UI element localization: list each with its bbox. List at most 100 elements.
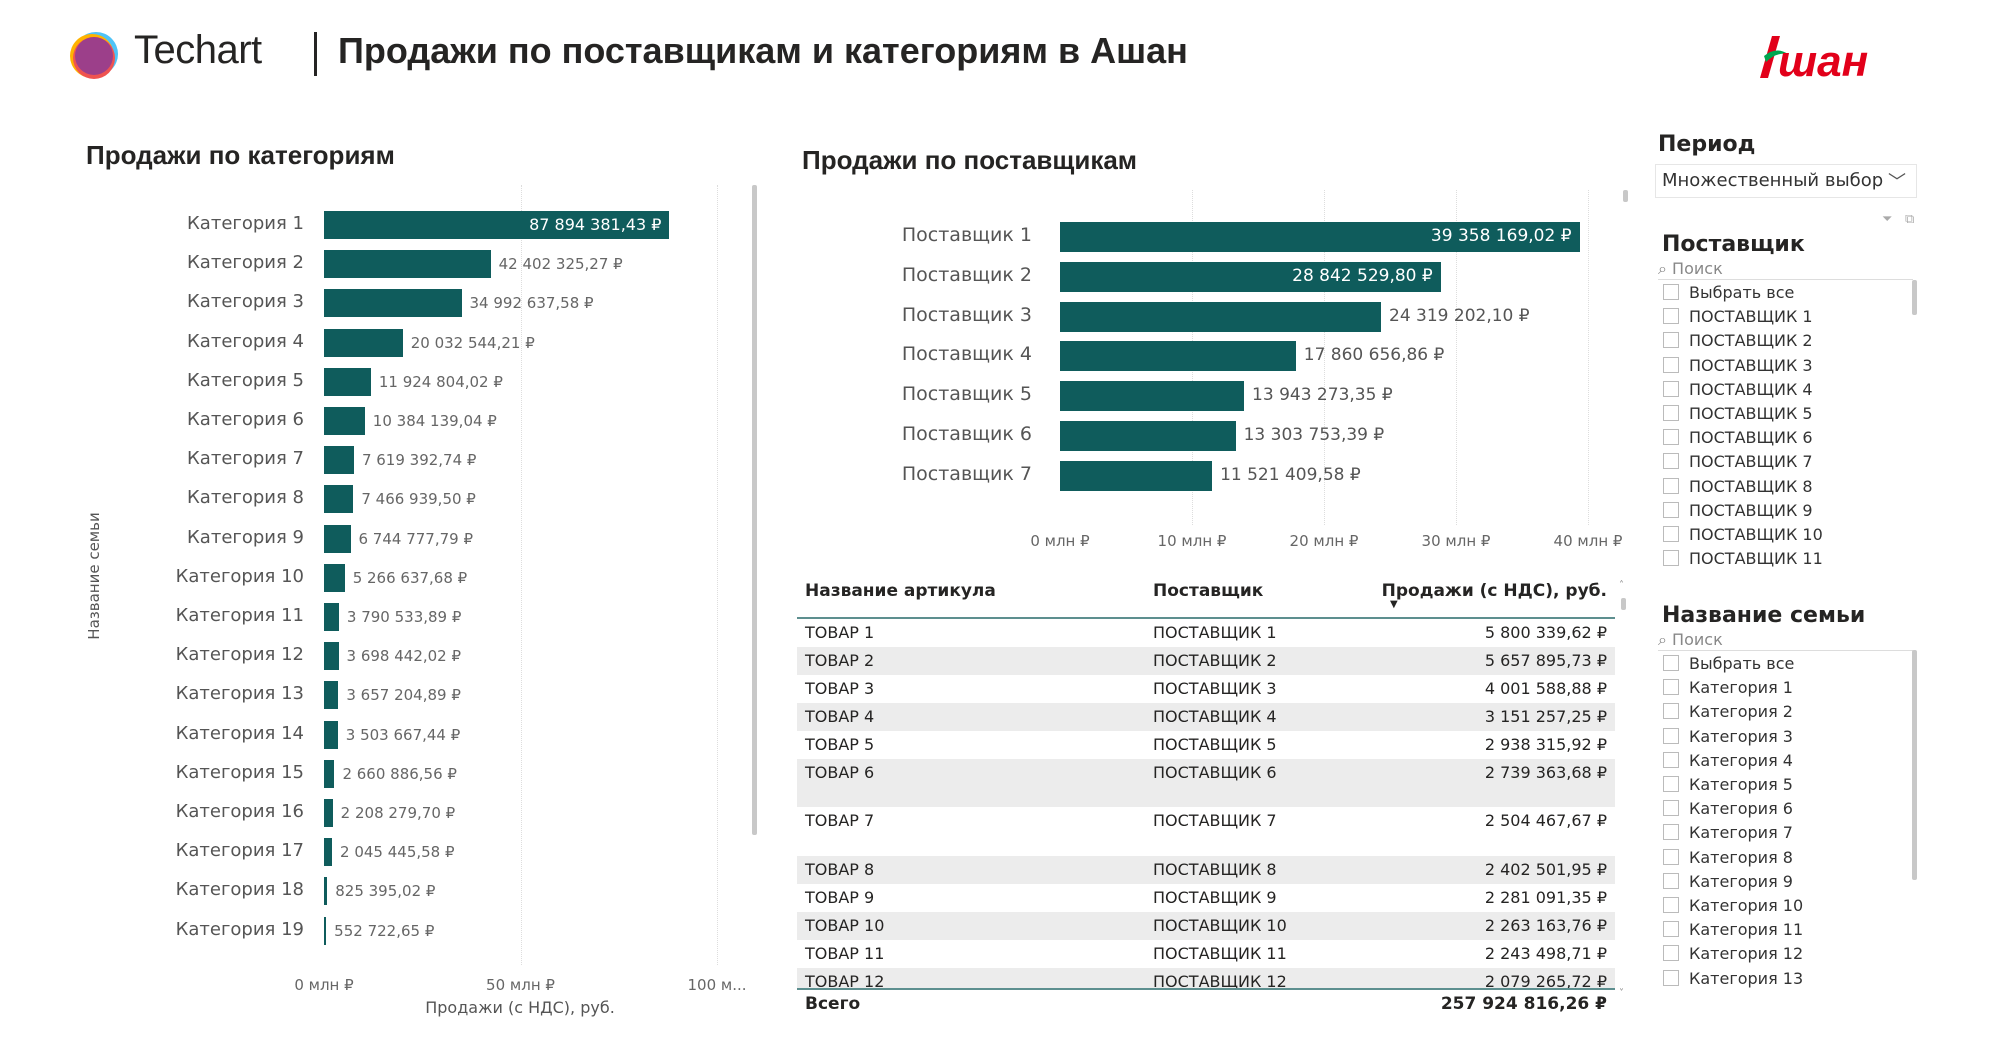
checkbox[interactable] [1663, 848, 1679, 865]
category-bar[interactable] [324, 367, 371, 396]
supplier-bar[interactable] [1060, 222, 1580, 252]
slicer-item[interactable]: ПОСТАВЩИК 6 [1663, 428, 1813, 447]
category-bar[interactable] [324, 603, 339, 631]
category-bar[interactable] [324, 446, 354, 475]
slicer-item[interactable]: Категория 2 [1663, 702, 1793, 721]
checkbox[interactable] [1663, 405, 1679, 421]
supplier-bar[interactable] [1060, 261, 1441, 292]
slicer-item[interactable]: ПОСТАВЩИК 7 [1663, 452, 1813, 471]
supplier-bar[interactable] [1060, 301, 1381, 332]
slicer-item[interactable]: Категория 7 [1663, 823, 1793, 842]
checkbox[interactable] [1663, 477, 1679, 494]
categories-chart-scrollbar[interactable] [752, 185, 757, 835]
table-row[interactable]: ТОВАР 4 ПОСТАВЩИК 4 3 151 257,25 ₽ [797, 703, 1615, 731]
column-header-sales[interactable]: Продажи (с НДС), руб. [1381, 581, 1607, 601]
slicer-item[interactable]: Выбрать все [1663, 654, 1794, 673]
category-bar[interactable] [324, 799, 333, 827]
slicer-item[interactable]: Выбрать все [1663, 283, 1794, 302]
slicer-item[interactable]: ПОСТАВЩИК 10 [1663, 525, 1823, 544]
category-bar[interactable] [324, 485, 354, 514]
slicer-item[interactable]: Категория 10 [1663, 896, 1803, 915]
column-header-supplier[interactable]: Поставщик [1153, 581, 1264, 601]
checkbox[interactable] [1663, 501, 1679, 518]
column-header-article[interactable]: Название артикула [805, 581, 996, 601]
table-row[interactable]: ТОВАР 10 ПОСТАВЩИК 10 2 263 163,76 ₽ [797, 912, 1615, 940]
supplier-bar[interactable] [1060, 421, 1236, 451]
filter-icon[interactable]: ⏷ [1882, 212, 1893, 227]
category-bar[interactable] [324, 720, 338, 749]
slicer-item[interactable]: ПОСТАВЩИК 1 [1663, 307, 1813, 326]
slicer-item[interactable]: ПОСТАВЩИК 11 [1663, 549, 1823, 568]
supplier-bar[interactable] [1060, 460, 1213, 491]
checkbox[interactable] [1663, 897, 1679, 913]
checkbox[interactable] [1663, 332, 1679, 349]
checkbox[interactable] [1663, 284, 1679, 300]
slicer-item[interactable]: Категория 6 [1663, 799, 1793, 818]
slicer-item[interactable]: Категория 12 [1663, 944, 1803, 963]
scroll-up-icon[interactable]: ˄ [1619, 580, 1624, 591]
checkbox[interactable] [1663, 800, 1679, 817]
checkbox[interactable] [1663, 727, 1679, 744]
slicer-item[interactable]: ПОСТАВЩИК 4 [1663, 380, 1813, 399]
category-bar[interactable] [324, 642, 339, 671]
category-bar[interactable] [324, 524, 351, 553]
checkbox[interactable] [1663, 751, 1679, 768]
checkbox[interactable] [1663, 380, 1679, 397]
table-row[interactable]: ТОВАР 2 ПОСТАВЩИК 2 5 657 895,73 ₽ [797, 647, 1615, 675]
slicer-item[interactable]: ПОСТАВЩИК 2 [1663, 331, 1813, 350]
checkbox[interactable] [1663, 679, 1679, 696]
supplier-search-input[interactable]: ⌕ Поиск [1658, 259, 1913, 280]
slicer-item[interactable]: ПОСТАВЩИК 8 [1663, 477, 1813, 496]
slicer-item[interactable]: Категория 4 [1663, 751, 1793, 770]
supplier-bar[interactable] [1060, 381, 1245, 412]
category-bar[interactable] [324, 250, 491, 279]
category-bar[interactable] [324, 681, 339, 710]
period-dropdown[interactable]: Множественный выбор ﹀ [1655, 164, 1917, 198]
slicer-item[interactable]: Категория 11 [1663, 920, 1803, 939]
focus-mode-icon[interactable]: ⧉ [1905, 212, 1915, 227]
checkbox[interactable] [1663, 429, 1679, 446]
table-row[interactable]: ТОВАР 9 ПОСТАВЩИК 9 2 281 091,35 ₽ [797, 884, 1615, 912]
slicer-item[interactable]: Категория 13 [1663, 969, 1803, 988]
table-scrollbar[interactable] [1621, 598, 1626, 610]
slicer-item[interactable]: Категория 8 [1663, 848, 1793, 867]
category-bar[interactable] [324, 328, 403, 357]
checkbox[interactable] [1663, 453, 1679, 470]
checkbox[interactable] [1663, 872, 1679, 889]
table-row[interactable]: ТОВАР 5 ПОСТАВЩИК 5 2 938 315,92 ₽ [797, 731, 1615, 759]
checkbox[interactable] [1663, 655, 1679, 671]
slicer-item[interactable]: Категория 5 [1663, 775, 1793, 794]
table-row[interactable]: ТОВАР 11 ПОСТАВЩИК 11 2 243 498,71 ₽ [797, 940, 1615, 968]
checkbox[interactable] [1663, 776, 1679, 792]
family-slicer-scrollbar[interactable] [1912, 650, 1917, 880]
checkbox[interactable] [1663, 703, 1679, 720]
table-row[interactable]: ТОВАР 6 ПОСТАВЩИК 6 2 739 363,68 ₽ [797, 759, 1615, 807]
checkbox[interactable] [1663, 824, 1679, 841]
checkbox[interactable] [1663, 550, 1679, 567]
checkbox[interactable] [1663, 526, 1679, 542]
category-bar[interactable] [324, 563, 345, 592]
slicer-item[interactable]: Категория 9 [1663, 872, 1793, 891]
slicer-item[interactable]: ПОСТАВЩИК 3 [1663, 356, 1813, 375]
slicer-item[interactable]: Категория 3 [1663, 727, 1793, 746]
category-bar[interactable] [324, 916, 327, 945]
family-search-input[interactable]: ⌕ Поиск [1658, 630, 1913, 651]
checkbox[interactable] [1663, 356, 1679, 373]
table-row[interactable]: ТОВАР 3 ПОСТАВЩИК 3 4 001 588,88 ₽ [797, 675, 1615, 703]
category-bar[interactable] [324, 289, 462, 318]
supplier-slicer-scrollbar[interactable] [1912, 280, 1917, 315]
table-row[interactable]: ТОВАР 7 ПОСТАВЩИК 7 2 504 467,67 ₽ [797, 807, 1615, 856]
scroll-down-icon[interactable]: ˅ [1619, 988, 1624, 999]
checkbox[interactable] [1663, 308, 1679, 325]
category-bar[interactable] [324, 877, 328, 906]
category-bar[interactable] [324, 211, 670, 239]
category-bar[interactable] [324, 407, 365, 435]
category-bar[interactable] [324, 838, 333, 867]
slicer-item[interactable]: ПОСТАВЩИК 9 [1663, 501, 1813, 520]
table-row[interactable]: ТОВАР 12 ПОСТАВЩИК 12 2 079 265,72 ₽ [797, 968, 1615, 988]
slicer-item[interactable]: Категория 1 [1663, 678, 1793, 697]
slicer-item[interactable]: ПОСТАВЩИК 5 [1663, 404, 1813, 423]
category-bar[interactable] [324, 759, 335, 788]
checkbox[interactable] [1663, 921, 1679, 938]
supplier-bar[interactable] [1060, 341, 1296, 372]
